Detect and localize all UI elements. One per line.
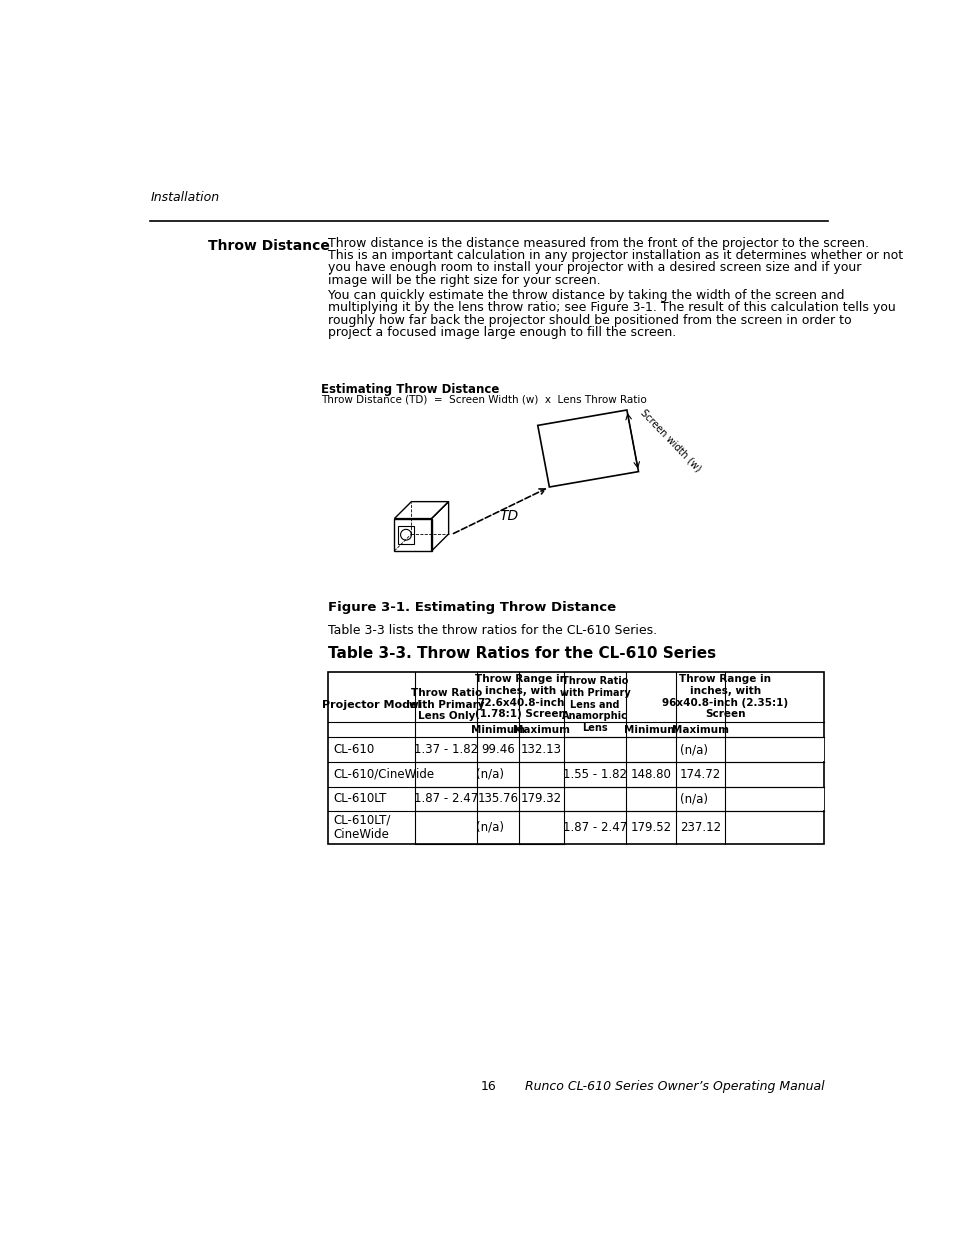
Text: 179.32: 179.32: [520, 793, 561, 805]
Text: CL-610: CL-610: [333, 743, 374, 756]
Text: Throw Range in
inches, with
72.6x40.8-inch
(1.78:1) Screen: Throw Range in inches, with 72.6x40.8-in…: [475, 674, 566, 719]
Text: CL-610LT/
CineWide: CL-610LT/ CineWide: [333, 814, 390, 841]
Bar: [626, 787, 674, 810]
Text: Throw Ratio
with Primary
Lens Only: Throw Ratio with Primary Lens Only: [408, 688, 483, 721]
Bar: [626, 739, 674, 761]
Text: 1.37 - 1.82: 1.37 - 1.82: [414, 743, 477, 756]
Bar: [564, 787, 624, 810]
Bar: [725, 787, 822, 810]
Text: 135.76: 135.76: [477, 793, 518, 805]
Text: 16: 16: [480, 1079, 497, 1093]
Bar: [416, 763, 476, 785]
Text: multiplying it by the lens throw ratio; see Figure 3-1. The result of this calcu: multiplying it by the lens throw ratio; …: [328, 301, 895, 315]
Text: Table 3-3. Throw Ratios for the CL-610 Series: Table 3-3. Throw Ratios for the CL-610 S…: [328, 646, 716, 661]
Text: TD: TD: [498, 509, 517, 522]
Bar: [725, 739, 822, 761]
Text: (n/a): (n/a): [476, 821, 503, 834]
Bar: [328, 672, 823, 844]
Text: roughly how far back the projector should be positioned from the screen in order: roughly how far back the projector shoul…: [328, 314, 851, 327]
Text: Minimum: Minimum: [471, 725, 525, 735]
Text: (n/a): (n/a): [679, 743, 707, 756]
Bar: [564, 739, 624, 761]
Bar: [674, 673, 676, 721]
Text: Maximum: Maximum: [671, 725, 728, 735]
Bar: [676, 787, 723, 810]
Text: 174.72: 174.72: [679, 768, 720, 781]
Text: 1.55 - 1.82: 1.55 - 1.82: [562, 768, 626, 781]
Text: 179.52: 179.52: [630, 821, 671, 834]
Bar: [477, 763, 517, 785]
Text: Estimating Throw Distance: Estimating Throw Distance: [320, 383, 498, 396]
Text: 1.87 - 2.47: 1.87 - 2.47: [562, 821, 626, 834]
Text: 237.12: 237.12: [679, 821, 720, 834]
Text: Throw Distance: Throw Distance: [208, 240, 330, 253]
Text: CL-610/CineWide: CL-610/CineWide: [333, 768, 434, 781]
Text: (n/a): (n/a): [679, 793, 707, 805]
Bar: [723, 673, 725, 721]
Text: Maximum: Maximum: [513, 725, 570, 735]
Bar: [477, 811, 517, 842]
Text: Figure 3-1. Estimating Throw Distance: Figure 3-1. Estimating Throw Distance: [328, 601, 616, 614]
Bar: [517, 673, 519, 721]
Bar: [676, 739, 723, 761]
Text: Throw Ratio
with Primary
Lens and
Anamorphic
Lens: Throw Ratio with Primary Lens and Anamor…: [559, 677, 630, 732]
Bar: [519, 763, 562, 785]
Text: project a focused image large enough to fill the screen.: project a focused image large enough to …: [328, 326, 676, 340]
Text: Throw Range in
inches, with
96x40.8-inch (2.35:1)
Screen: Throw Range in inches, with 96x40.8-inch…: [661, 674, 787, 719]
Text: You can quickly estimate the throw distance by taking the width of the screen an: You can quickly estimate the throw dista…: [328, 289, 844, 303]
Text: 132.13: 132.13: [520, 743, 561, 756]
Text: Screen width (w): Screen width (w): [639, 408, 702, 474]
Text: Throw Distance (TD)  =  Screen Width (w)  x  Lens Throw Ratio: Throw Distance (TD) = Screen Width (w) x…: [320, 395, 646, 405]
Text: Runco CL-610 Series Owner’s Operating Manual: Runco CL-610 Series Owner’s Operating Ma…: [524, 1079, 823, 1093]
Text: (n/a): (n/a): [476, 768, 503, 781]
Text: This is an important calculation in any projector installation as it determines : This is an important calculation in any …: [328, 249, 902, 262]
Text: Minimum: Minimum: [623, 725, 678, 735]
Text: 1.87 - 2.47: 1.87 - 2.47: [414, 793, 477, 805]
Text: CL-610LT: CL-610LT: [333, 793, 386, 805]
Bar: [416, 811, 476, 842]
Text: Throw distance is the distance measured from the front of the projector to the s: Throw distance is the distance measured …: [328, 237, 868, 249]
Text: image will be the right size for your screen.: image will be the right size for your sc…: [328, 274, 600, 287]
Bar: [519, 811, 562, 842]
Text: you have enough room to install your projector with a desired screen size and if: you have enough room to install your pro…: [328, 262, 861, 274]
Text: 99.46: 99.46: [481, 743, 515, 756]
Text: Projector Model: Projector Model: [322, 699, 421, 710]
Text: Installation: Installation: [150, 190, 219, 204]
Text: 148.80: 148.80: [630, 768, 671, 781]
Text: Table 3-3 lists the throw ratios for the CL-610 Series.: Table 3-3 lists the throw ratios for the…: [328, 624, 657, 637]
